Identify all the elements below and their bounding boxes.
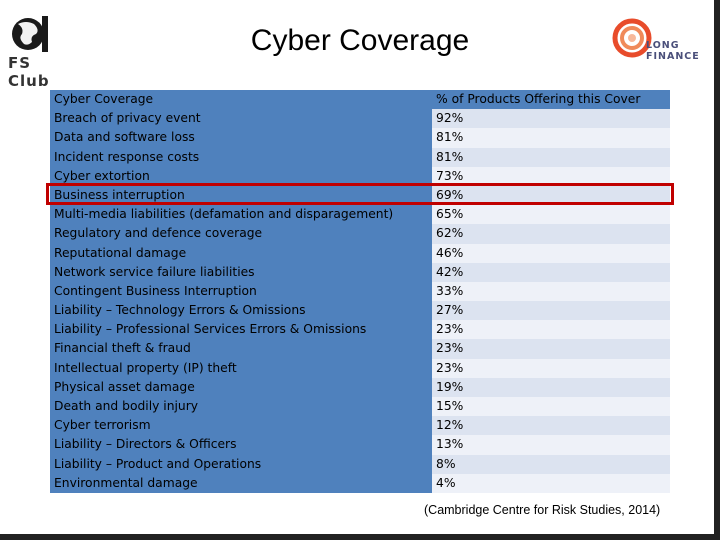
coverage-label: Cyber terrorism xyxy=(50,416,430,436)
table-row: Financial theft & fraud 23% xyxy=(50,339,674,359)
coverage-label: Physical asset damage xyxy=(50,377,430,397)
coverage-label: Intellectual property (IP) theft xyxy=(50,358,430,378)
coverage-label: Data and software loss xyxy=(50,128,430,148)
coverage-percent: 23% xyxy=(432,339,670,359)
coverage-label: Breach of privacy event xyxy=(50,109,430,129)
coverage-percent: 65% xyxy=(432,205,670,225)
coverage-percent: 23% xyxy=(432,320,670,340)
coverage-percent: 33% xyxy=(432,281,670,302)
table-row: Physical asset damage 19% xyxy=(50,377,674,397)
table-row: Contingent Business Interruption 33% xyxy=(50,281,674,302)
table-row: Cyber extortion 73% xyxy=(50,166,674,186)
coverage-label: Financial theft & fraud xyxy=(50,339,430,359)
long-finance-line2: FINANCE xyxy=(646,51,700,62)
coverage-label: Cyber extortion xyxy=(50,166,430,186)
coverage-label: Reputational damage xyxy=(50,243,430,263)
coverage-percent: 8% xyxy=(432,454,670,474)
coverage-percent: 73% xyxy=(432,166,670,186)
coverage-label: Network service failure liabilities xyxy=(50,262,430,282)
coverage-percent: 23% xyxy=(432,358,670,378)
coverage-label: Environmental damage xyxy=(50,473,430,493)
table-row: Business interruption 69% xyxy=(50,185,674,206)
page-title: Cyber Coverage xyxy=(250,24,470,57)
coverage-label: Contingent Business Interruption xyxy=(50,281,430,302)
table-row: Regulatory and defence coverage 62% xyxy=(50,224,674,244)
long-finance-logo: LONG FINANCE xyxy=(612,14,712,74)
long-finance-swirl-icon xyxy=(612,18,652,58)
table-row: Death and bodily injury 15% xyxy=(50,397,674,417)
coverage-label: Liability – Directors & Officers xyxy=(50,435,430,455)
coverage-percent: 4% xyxy=(432,473,670,493)
coverage-label: Business interruption xyxy=(50,185,430,206)
table-row: Intellectual property (IP) theft 23% xyxy=(50,358,674,378)
table-row: Cyber terrorism 12% xyxy=(50,416,674,436)
table-row: Multi-media liabilities (defamation and … xyxy=(50,205,674,225)
coverage-percent: 62% xyxy=(432,224,670,244)
fs-club-logo: FS Club xyxy=(8,10,74,90)
fs-club-logo-text: FS Club xyxy=(8,54,50,90)
coverage-label: Death and bodily injury xyxy=(50,397,430,417)
coverage-percent: 81% xyxy=(432,128,670,148)
coverage-percent: 15% xyxy=(432,397,670,417)
coverage-percent: 12% xyxy=(432,416,670,436)
coverage-label: Liability – Professional Services Errors… xyxy=(50,320,430,340)
coverage-table: Cyber Coverage % of Products Offering th… xyxy=(50,90,674,493)
table-row: Network service failure liabilities 42% xyxy=(50,262,674,282)
header-coverage: Cyber Coverage xyxy=(50,90,430,110)
coverage-percent: 27% xyxy=(432,301,670,321)
coverage-percent: 42% xyxy=(432,262,670,282)
coverage-percent: 92% xyxy=(432,109,670,129)
table-row: Liability – Technology Errors & Omission… xyxy=(50,301,674,321)
table-row: Liability – Professional Services Errors… xyxy=(50,320,674,340)
table-row: Liability – Product and Operations 8% xyxy=(50,454,674,474)
header-percent: % of Products Offering this Cover xyxy=(432,90,670,110)
coverage-percent: 13% xyxy=(432,435,670,455)
table-row: Incident response costs 81% xyxy=(50,147,674,167)
coverage-percent: 69% xyxy=(432,185,670,206)
coverage-percent: 19% xyxy=(432,377,670,397)
globe-icon xyxy=(12,16,48,52)
long-finance-logo-text: LONG FINANCE xyxy=(646,40,700,62)
table-body: Breach of privacy event 92% Data and softw… xyxy=(50,109,674,493)
long-finance-line1: LONG xyxy=(646,40,680,51)
table-header-row: Cyber Coverage % of Products Offering th… xyxy=(50,90,674,110)
coverage-label: Liability – Product and Operations xyxy=(50,454,430,474)
table-row: Liability – Directors & Officers 13% xyxy=(50,435,674,455)
coverage-label: Regulatory and defence coverage xyxy=(50,224,430,244)
coverage-label: Multi-media liabilities (defamation and … xyxy=(50,205,430,225)
coverage-percent: 46% xyxy=(432,243,670,263)
table-row: Breach of privacy event 92% xyxy=(50,109,674,129)
coverage-label: Incident response costs xyxy=(50,147,430,167)
coverage-percent: 81% xyxy=(432,147,670,167)
source-citation: (Cambridge Centre for Risk Studies, 2014… xyxy=(424,503,661,517)
table-row: Data and software loss 81% xyxy=(50,128,674,148)
table-row: Reputational damage 46% xyxy=(50,243,674,263)
table-row: Environmental damage 4% xyxy=(50,473,674,493)
coverage-label: Liability – Technology Errors & Omission… xyxy=(50,301,430,321)
